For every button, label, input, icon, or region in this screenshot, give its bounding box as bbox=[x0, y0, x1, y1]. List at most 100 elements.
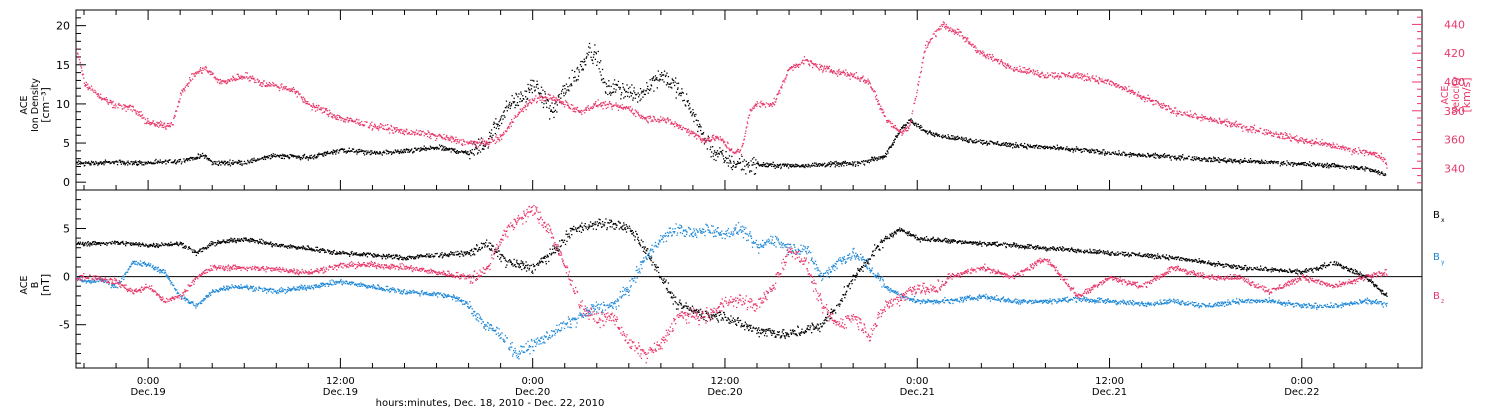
density-series-point bbox=[1104, 155, 1105, 156]
density-series-point bbox=[671, 87, 672, 88]
density-series-point bbox=[336, 151, 337, 152]
density-series-point bbox=[743, 169, 744, 170]
velocity-series-point bbox=[987, 54, 988, 55]
velocity-y-tick-label: 340 bbox=[1444, 162, 1465, 175]
density-series-point bbox=[961, 139, 962, 140]
velocity-series-point bbox=[188, 86, 189, 87]
density-series-point bbox=[269, 155, 270, 156]
velocity-series-point bbox=[976, 52, 977, 53]
velocity-series-point bbox=[412, 133, 413, 134]
density-series-point bbox=[450, 148, 451, 149]
density-series-point bbox=[485, 146, 486, 147]
x-tick-time-label: 0:00 bbox=[906, 376, 928, 387]
velocity-series-point bbox=[664, 119, 665, 120]
velocity-series-point bbox=[1349, 148, 1350, 149]
velocity-series-point bbox=[618, 110, 619, 111]
density-series-point bbox=[522, 95, 523, 96]
density-series-point bbox=[646, 90, 647, 91]
density-series-point bbox=[675, 82, 676, 83]
velocity-series-point bbox=[876, 95, 877, 96]
velocity-series-point bbox=[90, 87, 91, 88]
density-series-point bbox=[626, 91, 627, 92]
density-series-point bbox=[391, 154, 392, 155]
density-series-point bbox=[733, 161, 734, 162]
density-series-point bbox=[1164, 153, 1165, 154]
density-series-point bbox=[657, 79, 658, 80]
density-series-point bbox=[398, 151, 399, 152]
velocity-series-point bbox=[834, 71, 835, 72]
density-series-point bbox=[621, 94, 622, 95]
density-series-point bbox=[758, 164, 759, 165]
density-series-point bbox=[814, 166, 815, 167]
density-series-point bbox=[730, 162, 731, 163]
density-series-point bbox=[418, 148, 419, 149]
density-series-point bbox=[942, 135, 943, 136]
velocity-series-point bbox=[941, 24, 942, 25]
velocity-series-point bbox=[1338, 146, 1339, 147]
velocity-series-point bbox=[85, 85, 86, 86]
density-series-point bbox=[647, 88, 648, 89]
density-series-point bbox=[204, 158, 205, 159]
density-series-point bbox=[548, 100, 549, 101]
density-series-point bbox=[1003, 142, 1004, 143]
density-series-point bbox=[710, 149, 711, 150]
density-series-point bbox=[697, 124, 698, 125]
density-series-point bbox=[77, 164, 78, 165]
velocity-series-point bbox=[688, 129, 689, 130]
velocity-series-point bbox=[1192, 117, 1193, 118]
velocity-series-point bbox=[1228, 121, 1229, 122]
density-series-point bbox=[721, 151, 722, 152]
density-series-point bbox=[879, 158, 880, 159]
density-series-point bbox=[872, 158, 873, 159]
velocity-series-point bbox=[829, 66, 830, 67]
density-series-point bbox=[712, 146, 713, 147]
velocity-series-point bbox=[595, 101, 596, 102]
density-series-point bbox=[308, 159, 309, 160]
density-series-point bbox=[297, 156, 298, 157]
density-series-point bbox=[686, 93, 687, 94]
velocity-series-point bbox=[982, 53, 983, 54]
velocity-series-point bbox=[1045, 74, 1046, 75]
velocity-series-point bbox=[1267, 132, 1268, 133]
density-series-point bbox=[535, 90, 536, 91]
velocity-series-point bbox=[317, 109, 318, 110]
density-series-point bbox=[498, 124, 499, 125]
density-series-point bbox=[814, 163, 815, 164]
velocity-series-point bbox=[1304, 143, 1305, 144]
velocity-series-point bbox=[522, 109, 523, 110]
density-series-point bbox=[599, 62, 600, 63]
velocity-series-point bbox=[679, 125, 680, 126]
velocity-series-point bbox=[600, 104, 601, 105]
density-series-point bbox=[161, 161, 162, 162]
density-series-point bbox=[634, 87, 635, 88]
velocity-series-point bbox=[1298, 142, 1299, 143]
density-series-point bbox=[84, 165, 85, 166]
density-series-point bbox=[997, 141, 998, 142]
velocity-series-point bbox=[1162, 105, 1163, 106]
velocity-series-point bbox=[1130, 93, 1131, 94]
velocity-series-point bbox=[845, 69, 846, 70]
velocity-series-point bbox=[689, 131, 690, 132]
density-series-point bbox=[1075, 150, 1076, 151]
density-series-point bbox=[168, 162, 169, 163]
velocity-series-point bbox=[503, 133, 504, 134]
velocity-series-point bbox=[375, 126, 376, 127]
velocity-series-point bbox=[660, 116, 661, 117]
velocity-series-point bbox=[850, 79, 851, 80]
velocity-series-point bbox=[775, 101, 776, 102]
density-series-point bbox=[723, 155, 724, 156]
density-series-point bbox=[324, 153, 325, 154]
density-series-point bbox=[303, 157, 304, 158]
velocity-series-point bbox=[787, 75, 788, 76]
velocity-series-point bbox=[321, 109, 322, 110]
velocity-series-point bbox=[330, 112, 331, 113]
velocity-series-point bbox=[883, 112, 884, 113]
velocity-series-point bbox=[159, 125, 160, 126]
density-series-point bbox=[775, 168, 776, 169]
density-series-point bbox=[893, 140, 894, 141]
velocity-series-point bbox=[261, 82, 262, 83]
density-series-point bbox=[715, 160, 716, 161]
density-series-point bbox=[933, 133, 934, 134]
velocity-series-point bbox=[1114, 85, 1115, 86]
density-series-point bbox=[1261, 162, 1262, 163]
